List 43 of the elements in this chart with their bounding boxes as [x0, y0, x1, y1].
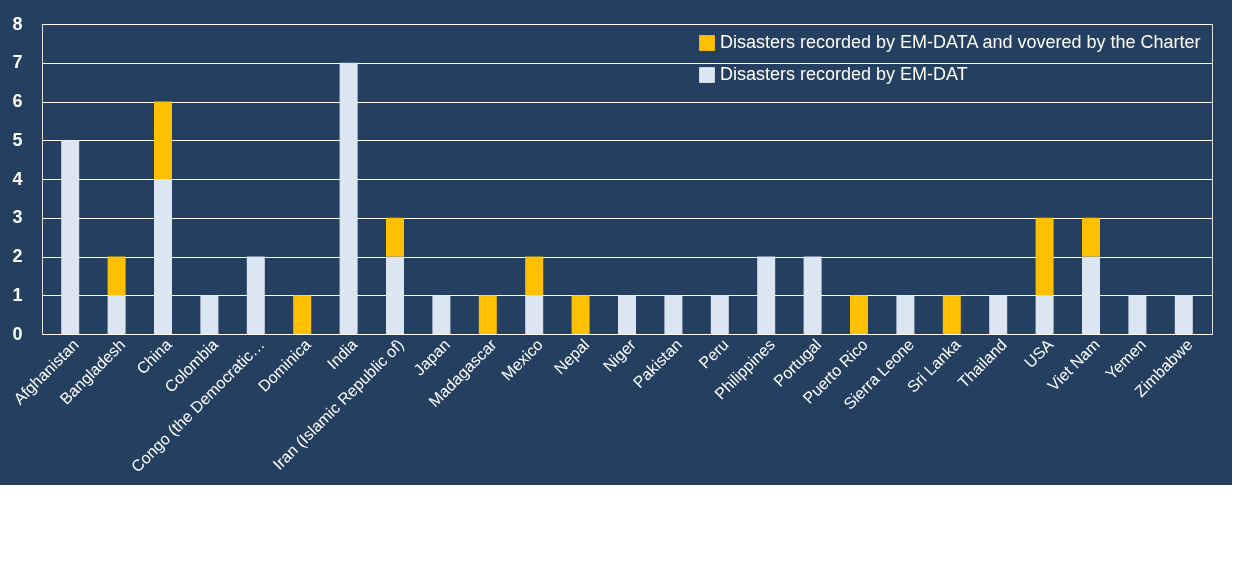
bar — [478, 295, 497, 334]
bar — [246, 256, 265, 334]
bar — [525, 295, 544, 334]
y-tick-label: 4 — [12, 168, 23, 189]
bar — [1035, 295, 1054, 334]
bar — [154, 179, 172, 334]
bar — [154, 101, 172, 179]
bar — [61, 140, 80, 334]
bar — [571, 295, 590, 334]
bar — [1174, 295, 1193, 334]
bar — [525, 256, 544, 296]
bar — [942, 295, 961, 334]
bar — [200, 295, 219, 334]
bar — [989, 295, 1008, 334]
y-tick-label: 7 — [12, 52, 23, 73]
bar — [664, 295, 683, 334]
legend-label: Disasters recorded by EM-DAT — [720, 64, 968, 84]
bar — [339, 62, 358, 334]
bar — [293, 295, 312, 334]
bar — [432, 295, 451, 334]
bar — [386, 217, 404, 257]
y-tick-label: 5 — [12, 129, 23, 150]
bar — [803, 256, 822, 334]
bar — [757, 256, 776, 334]
y-tick-label: 0 — [12, 323, 23, 344]
y-tick-label: 8 — [12, 13, 23, 34]
bar — [1035, 217, 1054, 296]
legend-label: Disasters recorded by EM-DATA and vovered by the Charter — [720, 32, 1201, 52]
y-tick-label: 1 — [12, 284, 23, 305]
bar — [107, 256, 126, 296]
bar — [107, 295, 126, 334]
bar — [1082, 256, 1100, 334]
bar — [710, 295, 729, 334]
bar — [1128, 295, 1147, 334]
y-tick-label: 2 — [12, 246, 23, 266]
x-tick-label: USA — [1021, 335, 1057, 372]
y-tick-label: 6 — [12, 91, 23, 111]
bar — [896, 295, 915, 334]
bar — [618, 295, 636, 334]
bar — [850, 295, 868, 334]
bar — [1082, 217, 1100, 257]
bar — [386, 256, 404, 334]
y-tick-label: 3 — [12, 207, 23, 228]
